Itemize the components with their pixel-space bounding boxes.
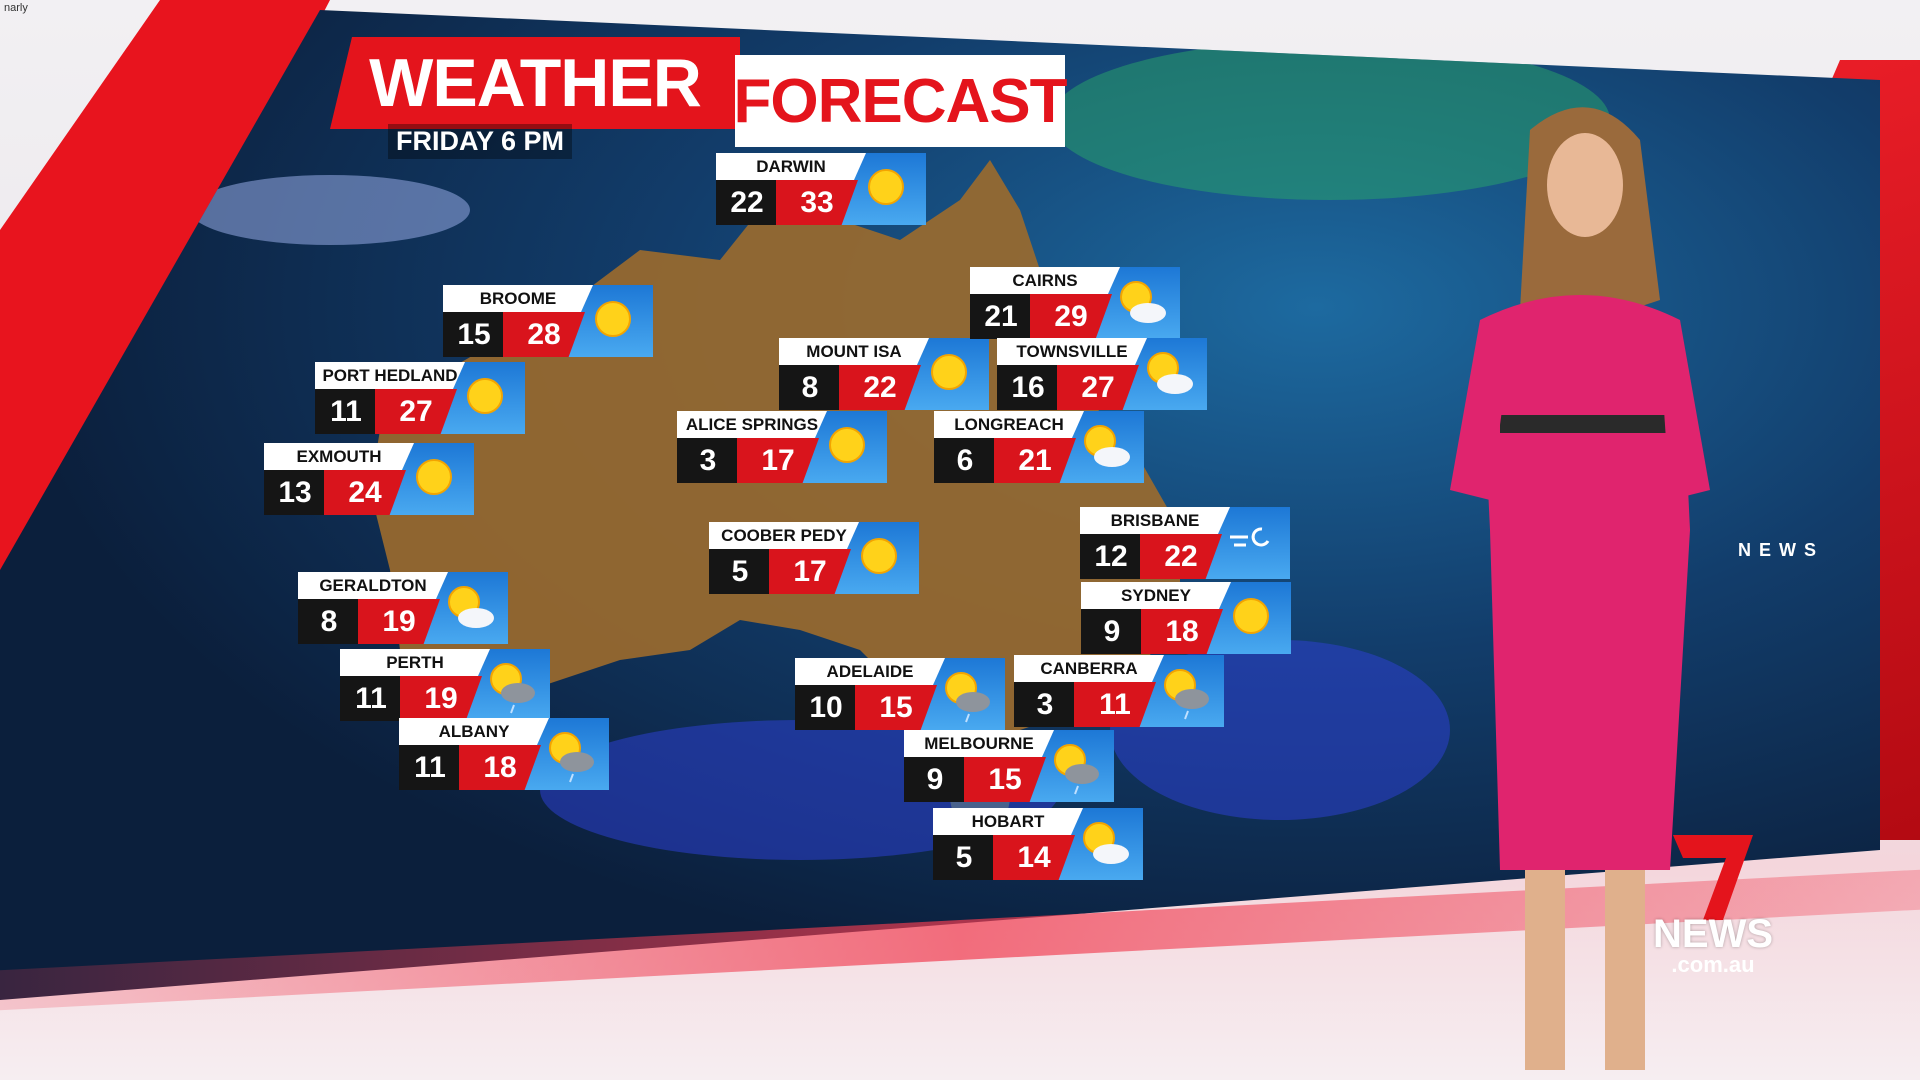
max-temp: 11 (1074, 682, 1156, 727)
min-temp: 9 (904, 757, 966, 802)
city-card-hobart: HOBART 5 14 (933, 808, 1143, 880)
city-card-longreach: LONGREACH 6 21 (934, 411, 1144, 483)
city-name: TOWNSVILLE (997, 338, 1147, 365)
max-temp: 17 (737, 438, 819, 483)
title-forecast: FORECAST (734, 55, 1068, 147)
city-name: BROOME (443, 285, 593, 312)
city-name: GERALDTON (298, 572, 448, 599)
cloud-band (1050, 40, 1610, 200)
city-name: PORT HEDLAND (315, 362, 465, 389)
city-card-geraldton: GERALDTON 8 19 (298, 572, 508, 644)
min-temp: 13 (264, 470, 326, 515)
city-card-sydney: SYDNEY 9 18 (1081, 582, 1291, 654)
min-temp: 16 (997, 365, 1059, 410)
min-temp: 9 (1081, 609, 1143, 654)
city-name: ALICE SPRINGS (677, 411, 827, 438)
max-temp: 15 (855, 685, 937, 730)
shower-icon (460, 649, 550, 721)
city-card-coober-pedy: COOBER PEDY 5 17 (709, 522, 919, 594)
min-temp: 15 (443, 312, 505, 357)
city-name: BRISBANE (1080, 507, 1230, 534)
min-temp: 11 (399, 745, 461, 790)
max-temp: 21 (994, 438, 1076, 483)
cloud-band (190, 175, 470, 245)
city-card-adelaide: ADELAIDE 10 15 (795, 658, 1005, 730)
min-temp: 8 (298, 599, 360, 644)
city-name: MELBOURNE (904, 730, 1054, 757)
city-card-broome: BROOME 15 28 (443, 285, 653, 357)
watermark: narly (4, 2, 28, 14)
city-name: EXMOUTH (264, 443, 414, 470)
min-temp: 10 (795, 685, 857, 730)
city-card-exmouth: EXMOUTH 13 24 (264, 443, 474, 515)
seven-logo-icon (1673, 835, 1753, 920)
city-name: PERTH (340, 649, 490, 676)
max-temp: 28 (503, 312, 585, 357)
news-side-logo: NEWS (1738, 540, 1824, 560)
min-temp: 5 (933, 835, 995, 880)
min-temp: 12 (1080, 534, 1142, 579)
sun-icon (836, 153, 926, 225)
city-name: CANBERRA (1014, 655, 1164, 682)
city-card-perth: PERTH 11 19 (340, 649, 550, 721)
min-temp: 3 (677, 438, 739, 483)
city-name: ADELAIDE (795, 658, 945, 685)
city-card-townsville: TOWNSVILLE 16 27 (997, 338, 1207, 410)
city-name: MOUNT ISA (779, 338, 929, 365)
city-card-cairns: CAIRNS 21 29 (970, 267, 1180, 339)
forecast-time: FRIDAY 6 PM (388, 124, 573, 159)
max-temp: 22 (839, 365, 921, 410)
min-temp: 5 (709, 549, 771, 594)
city-name: CAIRNS (970, 267, 1120, 294)
min-temp: 6 (934, 438, 996, 483)
max-temp: 15 (964, 757, 1046, 802)
7news-logo: NEWS .com.au (1628, 830, 1798, 977)
max-temp: 17 (769, 549, 851, 594)
city-card-mount-isa: MOUNT ISA 8 22 (779, 338, 989, 410)
logo-news-text: NEWS (1653, 912, 1773, 956)
max-temp: 33 (776, 180, 858, 225)
title-weather: WEATHER (330, 37, 740, 129)
min-temp: 11 (340, 676, 402, 721)
max-temp: 19 (400, 676, 482, 721)
city-card-albany: ALBANY 11 18 (399, 718, 609, 790)
city-card-alice-springs: ALICE SPRINGS 3 17 (677, 411, 887, 483)
city-card-brisbane: BRISBANE 12 22 (1080, 507, 1290, 579)
city-card-melbourne: MELBOURNE 9 15 (904, 730, 1114, 802)
city-card-darwin: DARWIN 22 33 (716, 153, 926, 225)
city-name: ALBANY (399, 718, 549, 745)
min-temp: 8 (779, 365, 841, 410)
max-temp: 18 (459, 745, 541, 790)
min-temp: 21 (970, 294, 1032, 339)
logo-domain-text: .com.au (1671, 952, 1755, 977)
city-name: SYDNEY (1081, 582, 1231, 609)
min-temp: 11 (315, 389, 377, 434)
city-name: DARWIN (716, 153, 866, 180)
city-card-port-hedland: PORT HEDLAND 11 27 (315, 362, 525, 434)
city-name: LONGREACH (934, 411, 1084, 438)
presenter (1450, 107, 1710, 1070)
city-name: COOBER PEDY (709, 522, 859, 549)
city-card-canberra: CANBERRA 3 11 (1014, 655, 1224, 727)
min-temp: 3 (1014, 682, 1076, 727)
city-name: HOBART (933, 808, 1083, 835)
min-temp: 22 (716, 180, 778, 225)
